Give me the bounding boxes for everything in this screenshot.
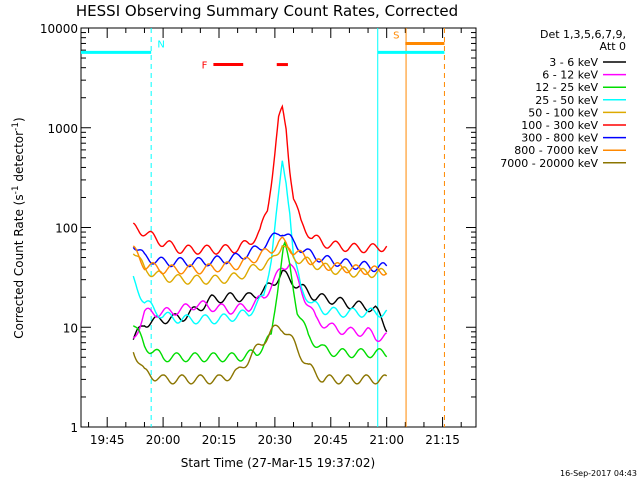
timestamp: 16-Sep-2017 04:43 (560, 469, 637, 478)
legend-entry-label: 300 - 800 keV (521, 132, 598, 145)
y-tick-label: 1000 (47, 122, 78, 136)
x-axis-label: Start Time (27-Mar-15 19:37:02) (181, 456, 375, 470)
y-tick-label: 10 (63, 321, 78, 335)
legend-entry-label: 800 - 7000 keV (514, 144, 598, 157)
chart-title: HESSI Observing Summary Count Rates, Cor… (76, 2, 458, 20)
x-tick-label: 20:00 (146, 433, 181, 447)
series-line-1 (132, 262, 388, 343)
legend-entry-label: 25 - 50 keV (535, 94, 598, 107)
legend-header: Det 1,3,5,6,7,9, (540, 28, 626, 41)
legend-entry-label: 6 - 12 keV (542, 69, 598, 82)
x-tick-label: 21:15 (425, 433, 460, 447)
legend-entry-label: 12 - 25 keV (535, 81, 598, 94)
legend-entry-label: 50 - 100 keV (528, 106, 598, 119)
series-line-6 (132, 232, 388, 273)
y-tick-label: 10000 (40, 22, 78, 36)
x-tick-label: 20:30 (258, 433, 293, 447)
series-line-7 (132, 236, 388, 276)
x-tick-label: 20:15 (202, 433, 237, 447)
legend-header: Att 0 (600, 40, 626, 53)
flag-label-s: S (393, 30, 399, 41)
series-line-2 (132, 240, 388, 363)
x-tick-label: 19:45 (90, 433, 125, 447)
x-tick-label: 21:00 (369, 433, 404, 447)
y-tick-label: 1 (70, 421, 78, 435)
legend-entry-label: 3 - 6 keV (549, 56, 598, 69)
y-axis-label: Corrected Count Rate (s-1 detector-1) (11, 117, 26, 338)
series-line-5 (132, 104, 388, 255)
series-line-8 (132, 324, 388, 385)
flag-label-n: N (157, 39, 164, 50)
series-line-4 (132, 244, 388, 285)
x-tick-label: 20:45 (313, 433, 348, 447)
legend-entry-label: 100 - 300 keV (521, 119, 598, 132)
flag-label-f: F (202, 61, 208, 72)
plot-frame (80, 27, 477, 428)
y-tick-label: 100 (55, 222, 78, 236)
series-line-3 (132, 160, 388, 325)
legend-entry-label: 7000 - 20000 keV (500, 157, 598, 170)
